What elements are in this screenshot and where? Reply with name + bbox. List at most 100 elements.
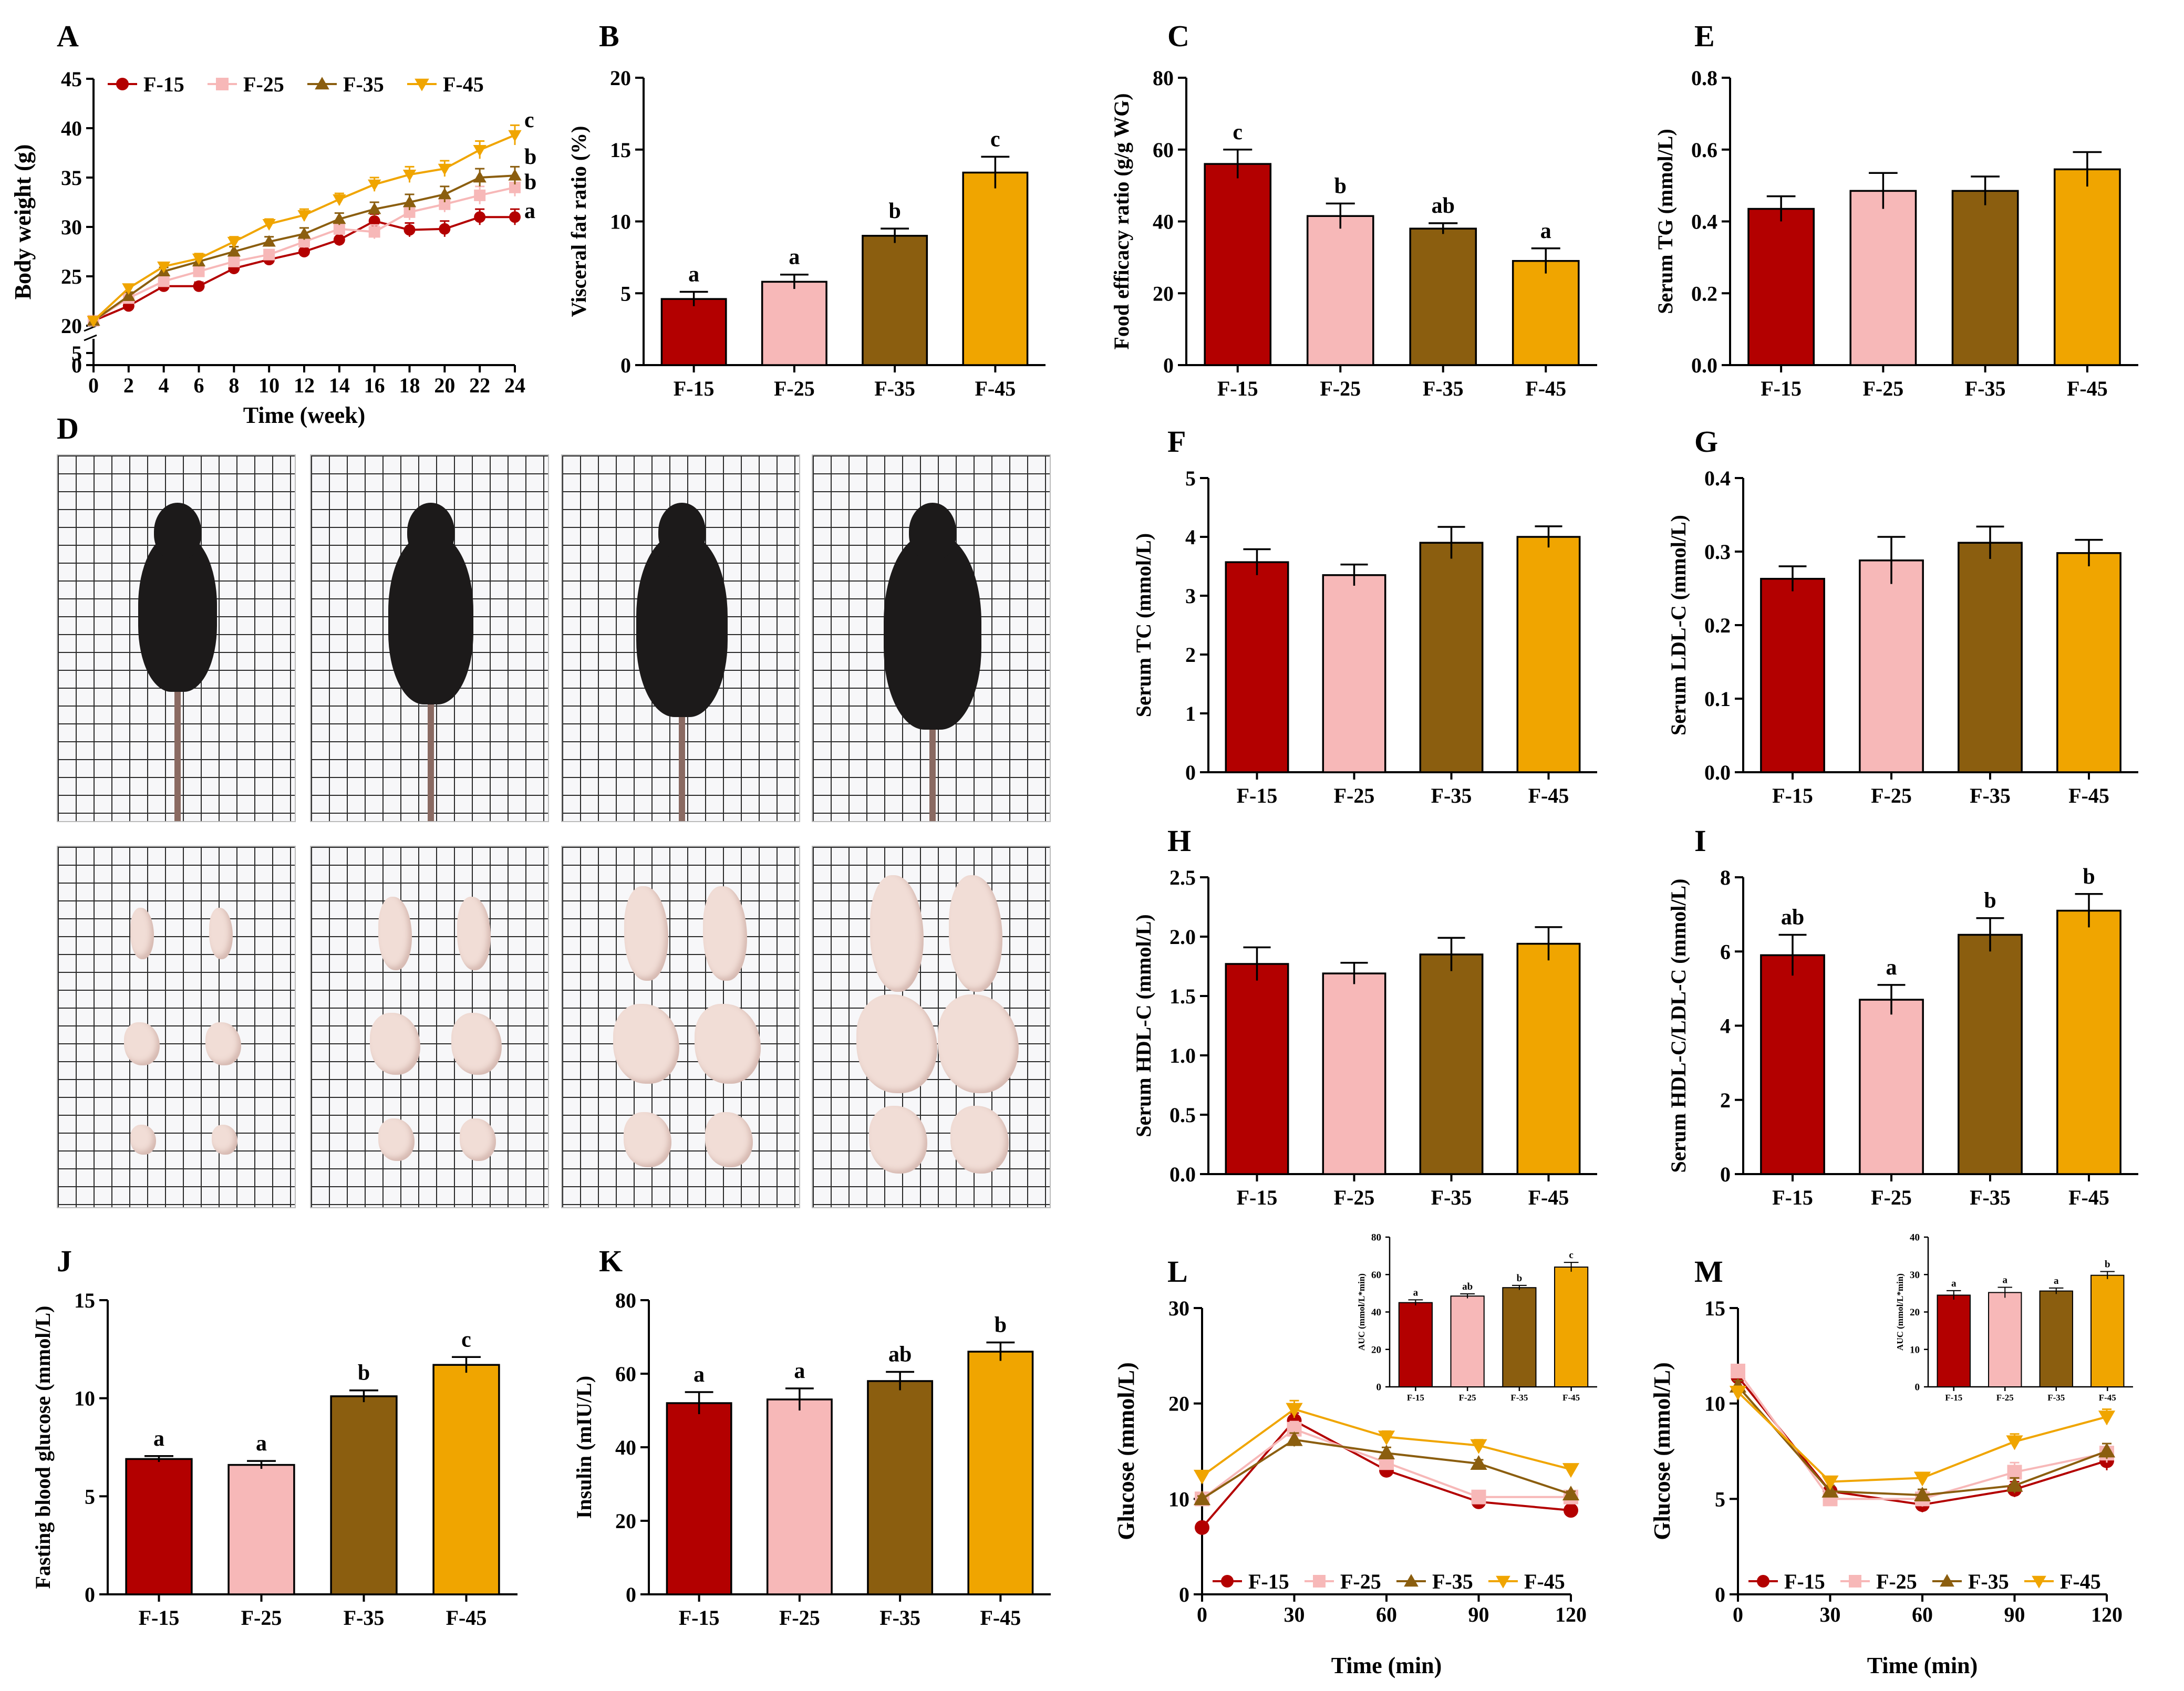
- y-tick-label: 2.0: [1169, 925, 1196, 949]
- marker-circle: [368, 215, 380, 227]
- bar-f-45: [432, 1364, 500, 1595]
- marker-circle: [474, 211, 486, 223]
- marker-triangle-up: [1913, 1486, 1931, 1501]
- legend-label-f-35: F-35: [343, 72, 384, 96]
- bar-f-35: [1951, 190, 2019, 366]
- x-tick-label: F-45: [1562, 1393, 1580, 1403]
- panel-label-f: F: [1167, 424, 1186, 459]
- marker-square: [1849, 1575, 1861, 1588]
- y-tick-label: 30: [61, 215, 82, 239]
- fat-pad: [624, 1112, 671, 1167]
- significance-label: c: [990, 127, 1000, 151]
- y-tick-label: 10: [610, 210, 631, 234]
- bar-f-25: [1849, 190, 1917, 366]
- marker-triangle-up: [333, 212, 346, 224]
- x-tick-label: F-35: [1510, 1393, 1528, 1403]
- y-tick-label: 0: [1720, 1163, 1731, 1186]
- y-axis-title: Food efficacy ratio (g/g WG): [1110, 93, 1133, 349]
- marker-triangle-up: [473, 171, 487, 183]
- marker-triangle-down: [368, 179, 381, 191]
- marker-circle: [403, 224, 416, 236]
- y-tick-label: 25: [61, 265, 82, 288]
- x-tick-label: F-45: [1525, 377, 1566, 400]
- mouse-tail: [174, 676, 181, 821]
- x-tick-label: 18: [399, 374, 420, 397]
- y-tick-label: 45: [61, 67, 82, 91]
- legend-label-f-35: F-35: [1432, 1570, 1473, 1593]
- bar-f-25: [1859, 559, 1924, 773]
- y-tick-label: 5: [1715, 1487, 1725, 1511]
- fat-pad: [457, 897, 491, 970]
- panel-l: 0 10 20 30 0 30 60 90 120 Time (min) Glucose (mmol…: [1113, 1232, 1597, 1678]
- marker-triangle-up: [297, 227, 311, 239]
- y-tick-label: 15: [1704, 1296, 1725, 1320]
- significance-label: a: [1413, 1287, 1419, 1298]
- y-tick-label: 1: [1185, 702, 1196, 725]
- fat-pad: [205, 1022, 241, 1066]
- significance-label: b: [524, 145, 536, 169]
- y-tick-label: 0.2: [1691, 282, 1717, 305]
- y-tick-label: 40: [61, 117, 82, 140]
- y-tick-label: 20: [1153, 282, 1174, 305]
- x-tick-label: F-35: [1431, 1186, 1472, 1209]
- panel-b: 0 5 10 15 20 F-15 a F-25 a F-35 b F-45 c Visceral fat…: [567, 66, 1046, 400]
- x-tick-label: 60: [1376, 1603, 1397, 1626]
- marker-triangle-down: [1821, 1475, 1839, 1490]
- x-tick-label: 4: [159, 374, 169, 397]
- x-tick-label: F-25: [1320, 377, 1361, 400]
- panel-label-j: J: [57, 1244, 72, 1278]
- bar-f-35: [867, 1380, 934, 1595]
- bar-f-25: [1322, 574, 1386, 773]
- panel-label-a: A: [57, 19, 79, 53]
- significance-label: ab: [1781, 905, 1804, 929]
- marker-square: [1313, 1575, 1326, 1588]
- bar-f-15: [1225, 963, 1289, 1175]
- fat-pad: [624, 886, 668, 981]
- significance-label: c: [524, 108, 534, 132]
- x-tick-label: 16: [364, 374, 385, 397]
- panel-h: 0.0 0.5 1.0 1.5 2.0 2.5 F-15 F-25 F-35 F-45 Serum …: [1132, 866, 1597, 1209]
- panel-label-k: K: [599, 1244, 623, 1278]
- y-tick-label: 5: [1185, 466, 1196, 490]
- x-tick-label: F-35: [1431, 784, 1472, 807]
- mouse-body: [138, 534, 217, 692]
- x-tick-label: F-45: [2099, 1393, 2116, 1403]
- marker-triangle-down: [192, 253, 206, 265]
- x-tick-label: F-15: [1761, 377, 1802, 400]
- bar-f-35: [2039, 1290, 2073, 1388]
- bar-f-45: [1516, 942, 1581, 1175]
- y-tick-label: 2: [1185, 643, 1196, 667]
- panel-label-h: H: [1167, 824, 1191, 858]
- bar-f-15: [125, 1458, 193, 1595]
- y-tick-label: 6: [1720, 940, 1731, 963]
- y-tick-label: 20: [615, 1509, 636, 1533]
- marker-triangle-down: [333, 194, 346, 206]
- x-tick-label: F-35: [344, 1606, 385, 1630]
- marker-triangle-down: [1470, 1439, 1487, 1454]
- x-tick-label: F-15: [1772, 1186, 1813, 1209]
- panel-g: 0.0 0.1 0.2 0.3 0.4 F-15 F-25 F-35 F-45 Serum LDL…: [1667, 466, 2138, 807]
- legend-label-f-15: F-15: [143, 72, 184, 96]
- fat-pad: [130, 908, 154, 959]
- x-tick-label: F-25: [1334, 784, 1375, 807]
- mouse-tail: [427, 689, 434, 821]
- panel-label-b: B: [599, 19, 619, 53]
- fat-pad: [209, 908, 233, 959]
- bar-f-35: [1958, 542, 2023, 773]
- x-tick-label: F-15: [1945, 1393, 1962, 1403]
- y-tick-label: 20: [61, 314, 82, 338]
- x-tick-label: 0: [1733, 1603, 1743, 1626]
- y-tick-label: 80: [1371, 1232, 1381, 1243]
- bar-f-15: [1760, 954, 1825, 1175]
- panel-label-i: I: [1694, 824, 1706, 858]
- marker-square: [509, 181, 521, 193]
- panel-c: 0 20 40 60 80 F-15 c F-25 b F-35 ab F-45 a Food effic…: [1110, 66, 1597, 400]
- significance-label: a: [524, 199, 535, 223]
- x-tick-label: F-25: [1334, 1186, 1375, 1209]
- x-axis-title: Time (min): [1331, 1653, 1442, 1678]
- significance-label: b: [358, 1361, 370, 1385]
- significance-label: a: [2054, 1275, 2059, 1287]
- marker-triangle-down: [227, 236, 241, 248]
- bar-f-15: [1937, 1294, 1971, 1387]
